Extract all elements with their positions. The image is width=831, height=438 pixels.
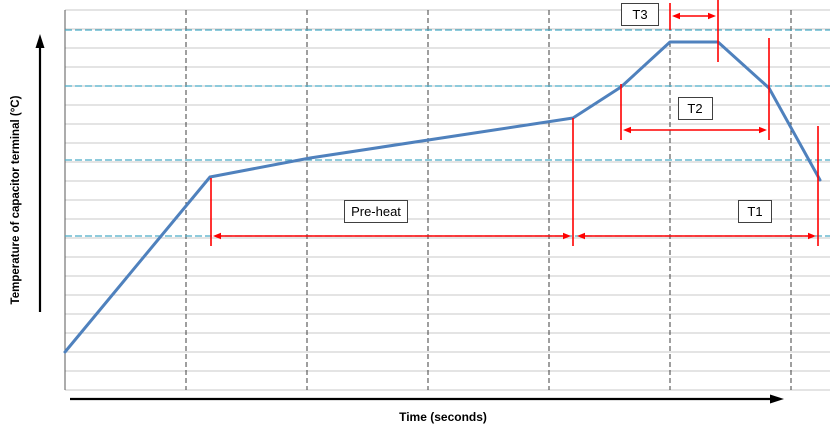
annotation-t3-label: T3 [621, 2, 659, 26]
vertical-dashed-gridlines [185, 10, 792, 390]
annotation-t1-label: T1 [738, 199, 772, 223]
annotation-arrows [210, 0, 819, 246]
axis-arrows [35, 34, 784, 404]
annotation-t2-label: T2 [677, 96, 713, 120]
temperature-reference-lines [65, 29, 830, 237]
temperature-curve [63, 40, 822, 354]
y-axis-arrowhead [35, 34, 45, 48]
x-axis-arrowhead [770, 394, 784, 404]
horizontal-gridlines [65, 9, 830, 391]
annotation-preheat-label: Pre-heat [344, 199, 408, 223]
x-axis-label: Time (seconds) [399, 410, 487, 424]
y-axis-label: Temperature of capacitor terminal (°C) [10, 95, 22, 305]
